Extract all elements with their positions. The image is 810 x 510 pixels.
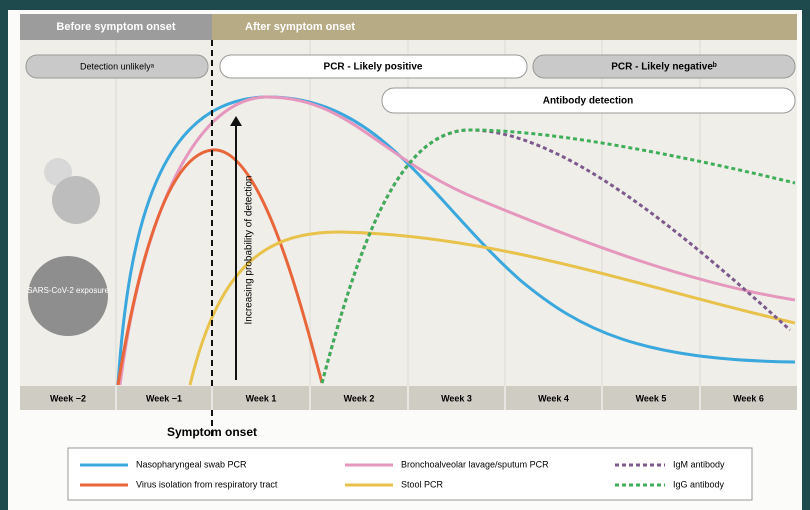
legend-label: Nasopharyngeal swab PCR	[136, 459, 247, 469]
header-text: After symptom onset	[245, 21, 355, 33]
onset-label: Symptom onset	[167, 425, 257, 439]
phase-label: Antibody detection	[543, 96, 634, 107]
diagram: Before symptom onset After symptom onset…	[0, 0, 810, 510]
phase-label: Detection unlikelyᵃ	[80, 61, 155, 71]
page: Before symptom onset After symptom onset…	[0, 0, 810, 510]
legend-label: IgM antibody	[673, 459, 725, 469]
week-label: Week 1	[246, 393, 277, 403]
week-label: Week −2	[50, 393, 86, 403]
legend-label: Bronchoalveolar lavage/sputum PCR	[401, 459, 549, 469]
week-label: Week 3	[441, 393, 472, 403]
phase-label: PCR - Likely positive	[324, 62, 423, 73]
week-label: Week 6	[733, 393, 764, 403]
virus-label: SARS-CoV-2 exposure	[27, 286, 109, 295]
legend-label: Stool PCR	[401, 479, 444, 489]
header-text: Before symptom onset	[56, 21, 176, 33]
phase-label: PCR - Likely negativeᵇ	[611, 62, 717, 73]
week-label: Week 4	[538, 393, 569, 403]
week-label: Week −1	[146, 393, 182, 403]
legend-label: Virus isolation from respiratory tract	[136, 479, 278, 489]
legend	[68, 448, 752, 500]
legend-label: IgG antibody	[673, 479, 725, 489]
y-label: Increasing probability of detection	[244, 176, 255, 325]
week-label: Week 5	[636, 393, 667, 403]
week-label: Week 2	[344, 393, 375, 403]
